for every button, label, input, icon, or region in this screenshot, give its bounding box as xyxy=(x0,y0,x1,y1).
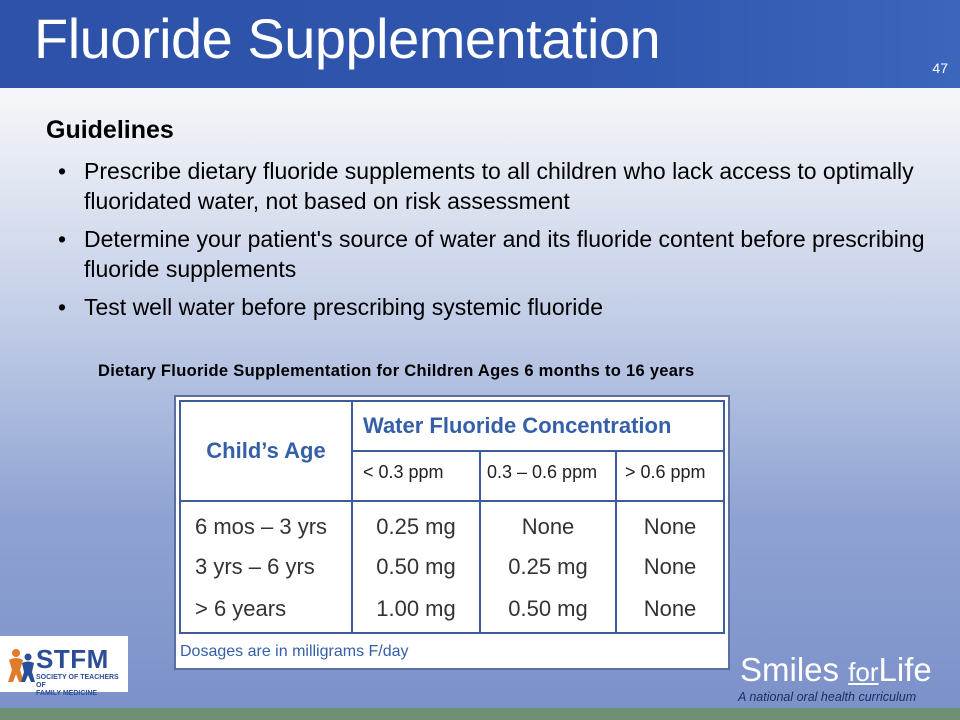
subheading: Guidelines xyxy=(46,116,174,144)
age-cell: 6 mos – 3 yrs xyxy=(179,501,353,545)
value-cell: None xyxy=(615,589,725,634)
title-bar: Fluoride Supplementation 47 xyxy=(0,0,960,88)
slide-number: 47 xyxy=(932,60,948,76)
smiles-word: Smiles xyxy=(740,651,849,688)
bullet-item: • Determine your patient's source of wate… xyxy=(58,226,925,282)
stfm-subtitle-line: SOCIETY OF TEACHERS OF xyxy=(36,674,119,689)
age-cell: 3 yrs – 6 yrs xyxy=(179,545,353,589)
smiles-tagline: A national oral health curriculum xyxy=(738,690,917,704)
stfm-subtitle-line: FAMILY MEDICINE xyxy=(36,690,98,697)
life-word: Life xyxy=(878,651,932,688)
footer-bar xyxy=(0,708,960,720)
bullet-item: • Test well water before prescribing syst… xyxy=(58,294,603,320)
dosage-table: Child’s Age Water Fluoride Concentration… xyxy=(179,400,725,634)
group-header-label: Water Fluoride Concentration xyxy=(363,413,672,438)
value-cell: None xyxy=(479,501,617,545)
table-row: 3 yrs – 6 yrs 0.50 mg 0.25 mg None xyxy=(179,545,725,589)
row-header-cell: Child’s Age xyxy=(179,400,353,502)
stfm-subtitle: SOCIETY OF TEACHERS OF FAMILY MEDICINE xyxy=(36,674,128,698)
value-cell: 1.00 mg xyxy=(351,589,481,634)
bullet-text: Prescribe dietary fluoride supplements t… xyxy=(84,158,914,214)
table-row: 6 mos – 3 yrs 0.25 mg None None xyxy=(179,501,725,545)
bullet-list: • Prescribe dietary fluoride supplements … xyxy=(58,156,938,330)
value-cell: None xyxy=(615,501,725,545)
table-caption: Dietary Fluoride Supplementation for Chi… xyxy=(98,362,695,380)
stfm-wordmark: STFM xyxy=(36,644,109,674)
column-header: < 0.3 ppm xyxy=(351,450,481,502)
row-header-label: Child’s Age xyxy=(206,438,326,463)
column-header: > 0.6 ppm xyxy=(615,450,725,502)
value-cell: 0.25 mg xyxy=(351,501,481,545)
value-cell: 0.50 mg xyxy=(479,589,617,634)
bullet-item: • Prescribe dietary fluoride supplements … xyxy=(58,158,914,214)
value-cell: 0.25 mg xyxy=(479,545,617,589)
table-row: > 6 years 1.00 mg 0.50 mg None xyxy=(179,589,725,634)
group-header-cell: Water Fluoride Concentration xyxy=(351,400,725,452)
stfm-logo: STFM SOCIETY OF TEACHERS OF FAMILY MEDIC… xyxy=(0,636,128,697)
column-header: 0.3 – 0.6 ppm xyxy=(479,450,617,502)
value-cell: 0.50 mg xyxy=(351,545,481,589)
slide-title: Fluoride Supplementation xyxy=(34,7,661,70)
stfm-figures-icon xyxy=(8,649,35,682)
smiles-for-life-logo: Smiles forLife xyxy=(740,651,932,689)
table-note: Dosages are in milligrams F/day xyxy=(180,643,409,660)
bullet-text: Determine your patient's source of water… xyxy=(84,226,925,282)
value-cell: None xyxy=(615,545,725,589)
bullet-text: Test well water before prescribing syste… xyxy=(84,294,603,320)
age-cell: > 6 years xyxy=(179,589,353,634)
dosage-table-frame: Child’s Age Water Fluoride Concentration… xyxy=(174,395,730,670)
for-word: for xyxy=(848,657,879,687)
